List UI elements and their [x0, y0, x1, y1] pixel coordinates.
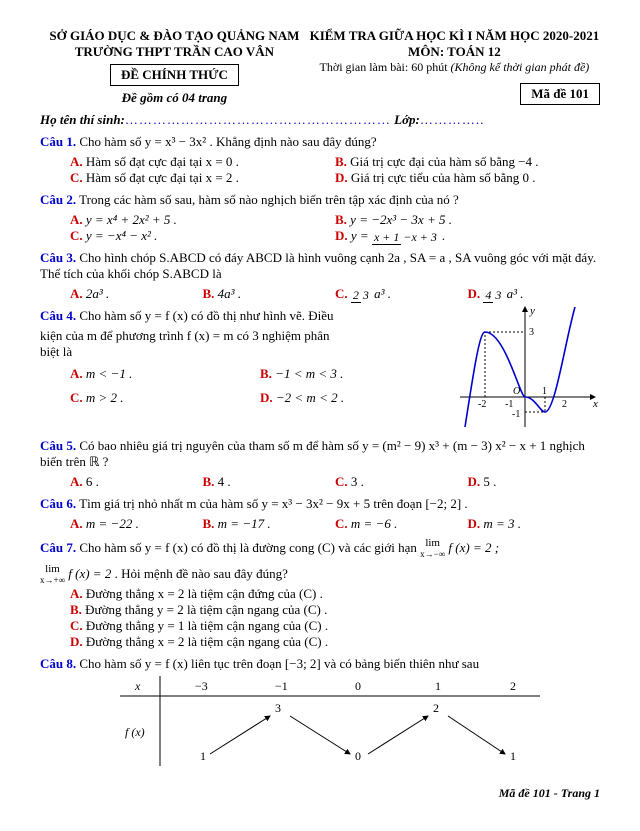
school: TRƯỜNG THPT TRẦN CAO VÂN: [40, 44, 309, 60]
q6-A: A. m = −22 .: [70, 516, 203, 532]
svg-text:f (x): f (x): [125, 725, 145, 739]
svg-text:3: 3: [275, 701, 281, 715]
q3-C: C. 23 a³ .: [335, 286, 468, 302]
question-6: Câu 6. Tìm giá trị nhỏ nhất m của hàm số…: [40, 496, 600, 512]
svg-text:1: 1: [542, 386, 547, 397]
class-label: Lớp:: [394, 112, 420, 127]
q4-D: D. −2 < m < 2 .: [260, 390, 450, 406]
subject: MÔN: TOÁN 12: [309, 44, 600, 60]
q3-D: D. 43 a³ .: [468, 286, 601, 302]
q1-title: Câu 1.: [40, 134, 76, 149]
q4-B: B. −1 < m < 3 .: [260, 366, 450, 382]
q2-title: Câu 2.: [40, 192, 76, 207]
q4-t2: kiện của m để phương trình f (x) = m có …: [40, 328, 450, 344]
question-8: Câu 8. Cho hàm số y = f (x) liên tục trê…: [40, 656, 600, 672]
svg-text:2: 2: [562, 399, 567, 410]
q5-A: A. 6 .: [70, 474, 203, 490]
svg-text:-2: -2: [478, 399, 486, 410]
page-count: Đề gồm có 04 trang: [40, 90, 309, 106]
q6-text: Tìm giá trị nhỏ nhất m của hàm số y = x³…: [79, 496, 468, 511]
q1-D: D. Giá trị cực tiểu của hàm số bằng 0 .: [335, 170, 600, 186]
q4-title: Câu 4.: [40, 308, 76, 323]
exam-title: KIỂM TRA GIỮA HỌC KÌ I NĂM HỌC 2020-2021: [309, 28, 600, 44]
footer: Mã đề 101 - Trang 1: [40, 786, 600, 801]
q5-C: C. 3 .: [335, 474, 468, 490]
official-box: ĐỀ CHÍNH THỨC: [110, 64, 239, 86]
svg-text:y: y: [529, 305, 535, 317]
q2-D: D. y = x + 1−x + 3 .: [335, 228, 600, 244]
q5-title: Câu 5.: [40, 438, 76, 453]
q1-C: C. Hàm số đạt cực đại tại x = 2 .: [70, 170, 335, 186]
exam-code: Mã đề 101: [520, 83, 600, 105]
q3-title: Câu 3.: [40, 250, 76, 265]
question-7: Câu 7. Cho hàm số y = f (x) có đồ thị là…: [40, 538, 600, 560]
svg-text:−1: −1: [275, 679, 288, 693]
q8-table: x −3 −1 0 1 2 f (x) 3 2 1 0 1: [40, 676, 600, 766]
q6-B: B. m = −17 .: [203, 516, 336, 532]
q7-C: C. Đường thẳng y = 1 là tiệm cận ngang c…: [70, 618, 600, 634]
svg-text:1: 1: [200, 749, 206, 763]
question-5: Câu 5. Có bao nhiêu giá trị nguyên của t…: [40, 438, 600, 470]
q7-line2: limx→+∞ f (x) = 2 . Hỏi mệnh đề nào sau …: [40, 564, 600, 586]
name-label: Họ tên thí sinh:: [40, 112, 125, 127]
q4-C: C. m > 2 .: [70, 390, 260, 406]
svg-text:−3: −3: [195, 679, 208, 693]
question-1: Câu 1. Cho hàm số y = x³ − 3x² . Khẳng đ…: [40, 134, 600, 150]
q6-C: C. m = −6 .: [335, 516, 468, 532]
student-line: Họ tên thí sinh:………………………………………………… Lớp:…: [40, 112, 600, 128]
question-2: Câu 2. Trong các hàm số sau, hàm số nào …: [40, 192, 600, 208]
q4-t1: Cho hàm số y = f (x) có đồ thị như hình …: [79, 308, 333, 323]
svg-text:x: x: [134, 679, 141, 693]
q8-title: Câu 8.: [40, 656, 76, 671]
q3-B: B. 4a³ .: [203, 286, 336, 302]
svg-text:-1: -1: [512, 409, 520, 420]
q8-text: Cho hàm số y = f (x) liên tục trên đoạn …: [79, 656, 479, 671]
q7-title: Câu 7.: [40, 540, 76, 555]
q1-B: B. Giá trị cực đại của hàm số bằng −4 .: [335, 154, 600, 170]
question-4-row: Câu 4. Cho hàm số y = f (x) có đồ thị nh…: [40, 302, 600, 432]
q2-C: C. y = −x⁴ − x² .: [70, 228, 335, 244]
header: SỞ GIÁO DỤC & ĐÀO TẠO QUẢNG NAM TRƯỜNG T…: [40, 28, 600, 106]
q7-t1: Cho hàm số y = f (x) có đồ thị là đường …: [79, 540, 420, 555]
q4-t3: biệt là: [40, 344, 450, 360]
q3-text: Cho hình chóp S.ABCD có đáy ABCD là hình…: [40, 250, 596, 281]
svg-text:0: 0: [355, 749, 361, 763]
q1-text: Cho hàm số y = x³ − 3x² . Khẳng định nào…: [79, 134, 376, 149]
q2-B: B. y = −2x³ − 3x + 5 .: [335, 212, 600, 228]
q2-text: Trong các hàm số sau, hàm số nào nghịch …: [79, 192, 459, 207]
question-3: Câu 3. Cho hình chóp S.ABCD có đáy ABCD …: [40, 250, 600, 282]
q6-title: Câu 6.: [40, 496, 76, 511]
q4-A: A. m < −1 .: [70, 366, 260, 382]
svg-text:1: 1: [510, 749, 516, 763]
q7-B: B. Đường thẳng y = 2 là tiệm cận ngang c…: [70, 602, 600, 618]
svg-text:O: O: [513, 386, 520, 397]
svg-text:x: x: [592, 398, 598, 410]
svg-text:3: 3: [529, 327, 534, 338]
q6-D: D. m = 3 .: [468, 516, 601, 532]
q4-graph: x y -2 -1 O 1 2 3 -1: [450, 302, 600, 432]
svg-text:0: 0: [355, 679, 361, 693]
svg-text:1: 1: [435, 679, 441, 693]
svg-text:2: 2: [433, 701, 439, 715]
q1-A: A. Hàm số đạt cực đại tại x = 0 .: [70, 154, 335, 170]
q2-A: A. y = x⁴ + 2x² + 5 .: [70, 212, 335, 228]
q7-A: A. Đường thẳng x = 2 là tiệm cận đứng củ…: [70, 586, 600, 602]
q5-text: Có bao nhiêu giá trị nguyên của tham số …: [40, 438, 585, 469]
q5-D: D. 5 .: [468, 474, 601, 490]
q5-B: B. 4 .: [203, 474, 336, 490]
svg-text:2: 2: [510, 679, 516, 693]
dept: SỞ GIÁO DỤC & ĐÀO TẠO QUẢNG NAM: [40, 28, 309, 44]
q7-D: D. Đường thẳng x = 2 là tiệm cận ngang c…: [70, 634, 600, 650]
q3-A: A. 2a³ .: [70, 286, 203, 302]
time: Thời gian làm bài: 60 phút (Không kể thờ…: [309, 60, 600, 75]
